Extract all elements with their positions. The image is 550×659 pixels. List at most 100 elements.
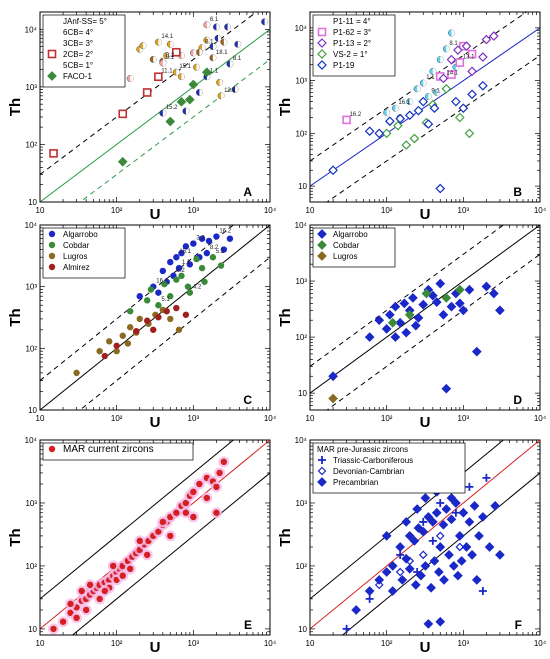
data-point (446, 54, 457, 65)
data-point (471, 575, 482, 585)
data-point (119, 332, 126, 339)
data-point-half (227, 23, 231, 31)
data-point-half (395, 105, 399, 112)
data-point (198, 235, 206, 242)
data-point (423, 619, 434, 629)
data-point (412, 504, 423, 514)
spot-label: 18.1 (216, 50, 228, 56)
data-point (213, 509, 220, 516)
panel-letter: D (513, 393, 522, 407)
y-tick-label: 10³ (25, 499, 37, 508)
panel-E: 10 10² 10³ 10⁴ 10 10² 10³ 10⁴ U Th E MAR current zi… (7, 436, 277, 656)
data-point (419, 517, 428, 526)
panel-F: 10 10² 10³ 10⁴ 10 10² 10³ 10⁴ U Th F MAR pre-Jurass… (277, 436, 547, 656)
legend-marker (317, 251, 327, 261)
data-point (374, 575, 385, 585)
data-point (454, 112, 465, 123)
x-axis-label: U (150, 414, 161, 431)
data-point (431, 297, 442, 308)
spot-label: 14.1 (446, 70, 458, 76)
data-point (188, 79, 199, 90)
data-point (167, 258, 174, 266)
x-axis-label: U (420, 414, 431, 431)
legend-label: Triassic-Carboniferous (333, 456, 413, 465)
data-point-half (237, 41, 241, 48)
panel-letter: A (243, 185, 252, 199)
data-point (351, 605, 362, 615)
data-point (478, 80, 488, 91)
data-point (458, 305, 469, 316)
data-points (318, 17, 499, 194)
axis-ticks (39, 11, 270, 203)
data-point-half (446, 45, 450, 53)
data-point (431, 507, 442, 518)
x-tick-label: 10³ (458, 414, 470, 423)
y-axis-label: Th (277, 98, 294, 116)
spot-label: 1.1 (210, 69, 219, 75)
x-tick-label: 10³ (458, 639, 470, 648)
data-point (167, 293, 174, 300)
data-point (455, 542, 465, 552)
spot-label: 11.1 (161, 69, 173, 75)
data-point (186, 289, 194, 296)
data-point (213, 483, 220, 491)
data-point (420, 493, 431, 503)
y-axis-label: Th (7, 528, 24, 546)
data-point (159, 518, 167, 526)
data-point (182, 509, 190, 516)
legend-label: Devonian-Cambrian (333, 467, 404, 476)
y-tick-label: 10² (295, 333, 307, 342)
panel-A: 10 10² 10³ 10⁴ 10 10² 10³ 10⁴ U Th A 14.1 15.1 8.1 13.… (7, 11, 277, 223)
data-point (117, 156, 128, 167)
data-point (413, 105, 424, 116)
data-point (401, 140, 412, 150)
data-point (434, 567, 444, 577)
data-point-half (202, 44, 206, 51)
data-point-half (223, 38, 228, 46)
legend-marker (317, 466, 327, 476)
legend-label: Cobdar (333, 241, 360, 250)
data-point (451, 498, 461, 508)
data-point (390, 301, 401, 312)
annotations: 16.115.13.216.21.18.25.25.14.25.2 (156, 229, 232, 304)
data-point (455, 58, 465, 67)
data-point (342, 115, 351, 125)
legend-label: 6CB= 4° (63, 28, 93, 37)
data-point-half (436, 89, 440, 96)
data-point (126, 308, 134, 315)
data-point (365, 594, 374, 603)
data-point (155, 289, 162, 296)
data-point (178, 272, 185, 280)
data-point (205, 237, 213, 245)
x-tick-label: 10² (381, 639, 393, 648)
data-point (96, 595, 103, 603)
data-point (119, 572, 126, 579)
legend-label: P1-62 = 3° (333, 28, 371, 37)
legend-label: VS-2 = 1° (333, 50, 368, 59)
data-point (435, 542, 446, 552)
data-point (220, 458, 228, 466)
data-point (495, 549, 505, 560)
legend-box (42, 442, 194, 461)
data-point-half (386, 109, 390, 116)
data-point (364, 126, 375, 137)
data-point (209, 254, 217, 261)
data-point-half (52, 61, 56, 69)
legend-marker (47, 71, 57, 81)
x-tick-label: 10 (306, 639, 315, 648)
y-tick-label: 10³ (295, 499, 307, 508)
x-axis-label: U (420, 206, 431, 223)
data-point (182, 243, 190, 250)
data-point (190, 240, 197, 247)
data-point (217, 262, 225, 269)
legend: Algarrobo Cobdar Lugros (312, 227, 396, 268)
data-point (73, 614, 80, 622)
reference-line (310, 225, 540, 394)
data-point (410, 580, 421, 590)
x-tick-label: 10⁴ (264, 639, 277, 648)
panel-letter: E (244, 618, 252, 632)
data-point (113, 342, 120, 349)
spot-label: 16.2 (350, 112, 362, 118)
data-point (50, 625, 57, 633)
data-point (435, 183, 446, 194)
